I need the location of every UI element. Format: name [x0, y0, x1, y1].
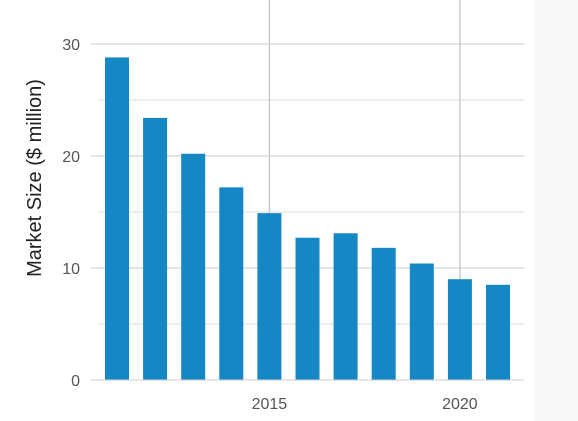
bar-2020 — [447, 279, 472, 380]
bar-2011 — [105, 57, 129, 380]
axes: 0 10 20 30 2015 2020 — [62, 37, 524, 413]
y-tick-label: 20 — [62, 149, 80, 166]
bar-2016 — [295, 237, 320, 380]
y-tick-label: 30 — [62, 37, 80, 54]
bar-2014 — [219, 187, 244, 380]
x-tick-label: 2020 — [442, 396, 478, 413]
bar-2018 — [371, 247, 396, 380]
bar-2012 — [143, 117, 168, 381]
y-tick-label: 10 — [62, 261, 80, 278]
y-axis-title: Market Size ($ million) — [24, 79, 46, 277]
bar-2015 — [257, 213, 282, 380]
bar-2021 — [486, 284, 510, 380]
bar-2017 — [333, 233, 358, 380]
bar-2013 — [181, 153, 206, 380]
y-tick-label: 0 — [71, 373, 80, 390]
bars — [105, 57, 510, 381]
x-tick-label: 2015 — [252, 396, 288, 413]
bar-2019 — [409, 263, 434, 380]
